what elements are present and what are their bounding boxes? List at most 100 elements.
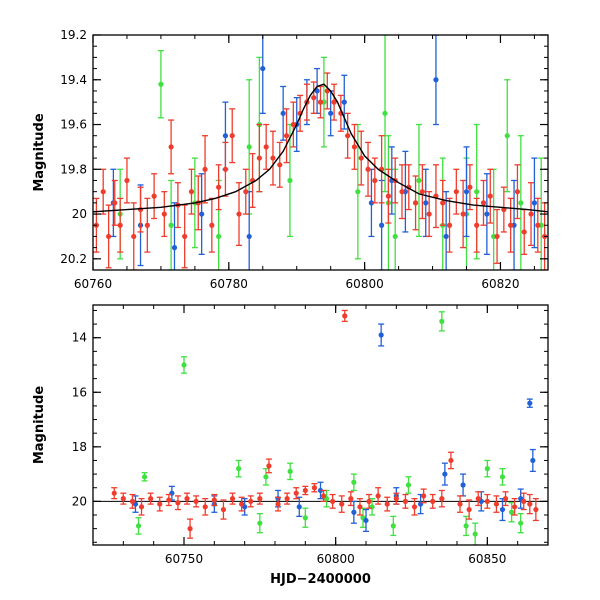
x-tick-label: 60850 — [468, 552, 506, 566]
y-tick-label: 20 — [72, 207, 87, 221]
data-point — [220, 506, 227, 513]
x-tick-label: 60760 — [74, 277, 112, 291]
data-point — [467, 184, 473, 190]
data-point — [166, 497, 172, 503]
data-point — [463, 523, 469, 529]
y-tick-label: 14 — [72, 331, 87, 345]
data-point — [402, 498, 409, 504]
data-point — [216, 233, 222, 240]
data-point — [137, 206, 144, 213]
data-point — [499, 474, 506, 480]
y-tick-label: 20 — [72, 494, 87, 508]
data-point — [512, 504, 518, 510]
data-point — [158, 81, 164, 87]
data-point — [148, 496, 154, 502]
data-point — [493, 501, 500, 507]
data-point — [399, 189, 405, 195]
data-point — [533, 506, 539, 513]
data-point — [188, 189, 195, 195]
data-point — [270, 155, 276, 161]
y-tick-label: 16 — [72, 385, 87, 399]
data-point — [339, 501, 345, 507]
data-point — [484, 466, 490, 472]
data-point — [405, 482, 412, 488]
data-point — [236, 211, 242, 217]
data-point — [277, 162, 283, 168]
data-point — [433, 77, 439, 83]
data-point — [317, 99, 324, 105]
data-point — [151, 193, 157, 199]
data-point — [351, 144, 358, 150]
data-point — [419, 189, 425, 195]
data-point — [472, 531, 478, 537]
data-point — [287, 468, 293, 474]
data-point — [393, 496, 399, 502]
data-point — [518, 520, 524, 526]
data-point — [439, 496, 445, 502]
y-axis-title: Magnitude — [32, 386, 47, 465]
data-point — [111, 490, 117, 496]
x-axis-title: HJD−2400000 — [270, 572, 371, 587]
data-point — [421, 493, 427, 499]
data-point — [385, 193, 392, 199]
data-point — [257, 520, 263, 526]
data-point — [411, 504, 418, 510]
data-point — [508, 222, 514, 228]
x-tick-label: 60780 — [210, 277, 248, 291]
data-point — [480, 200, 487, 206]
data-point — [120, 496, 126, 502]
data-point — [375, 493, 381, 499]
data-point — [293, 490, 299, 496]
data-point — [521, 229, 527, 235]
data-point — [502, 496, 509, 502]
data-point — [129, 498, 136, 504]
data-point — [474, 222, 480, 228]
data-point — [487, 193, 493, 199]
data-point — [384, 501, 390, 507]
plot-frame — [92, 34, 549, 271]
data-point — [474, 189, 480, 195]
data-point — [443, 233, 449, 240]
data-point — [378, 332, 384, 338]
data-point — [328, 110, 334, 116]
data-point — [296, 504, 302, 510]
x-tick-label: 60750 — [165, 552, 203, 566]
plot-frame — [92, 304, 549, 546]
data-point — [171, 245, 178, 251]
plot-area — [93, 309, 548, 545]
data-point — [416, 177, 422, 184]
y-tick-label: 20.2 — [60, 252, 87, 266]
data-point — [535, 222, 541, 228]
data-point — [256, 155, 262, 161]
data-point — [342, 313, 348, 319]
data-point — [442, 471, 448, 477]
data-point — [351, 479, 357, 485]
data-point — [193, 498, 199, 504]
data-point — [484, 498, 490, 504]
data-point — [430, 498, 436, 504]
data-point — [509, 509, 515, 515]
data-point — [484, 211, 490, 217]
data-point — [448, 457, 454, 464]
data-point — [439, 318, 445, 324]
data-point — [460, 482, 466, 488]
data-point — [317, 487, 324, 494]
data-point — [527, 400, 533, 406]
data-point — [209, 222, 215, 228]
data-point — [365, 166, 371, 172]
data-point — [366, 498, 372, 504]
data-point — [463, 189, 470, 195]
data-point — [372, 177, 378, 184]
data-point — [168, 144, 174, 150]
data-point — [426, 211, 432, 217]
data-point — [351, 509, 357, 515]
data-point — [263, 474, 269, 480]
series-red — [111, 309, 539, 539]
data-point — [248, 498, 254, 504]
data-point — [222, 166, 229, 172]
data-point — [290, 121, 296, 128]
data-point — [168, 222, 174, 228]
data-point — [211, 497, 217, 503]
data-point — [514, 189, 521, 195]
